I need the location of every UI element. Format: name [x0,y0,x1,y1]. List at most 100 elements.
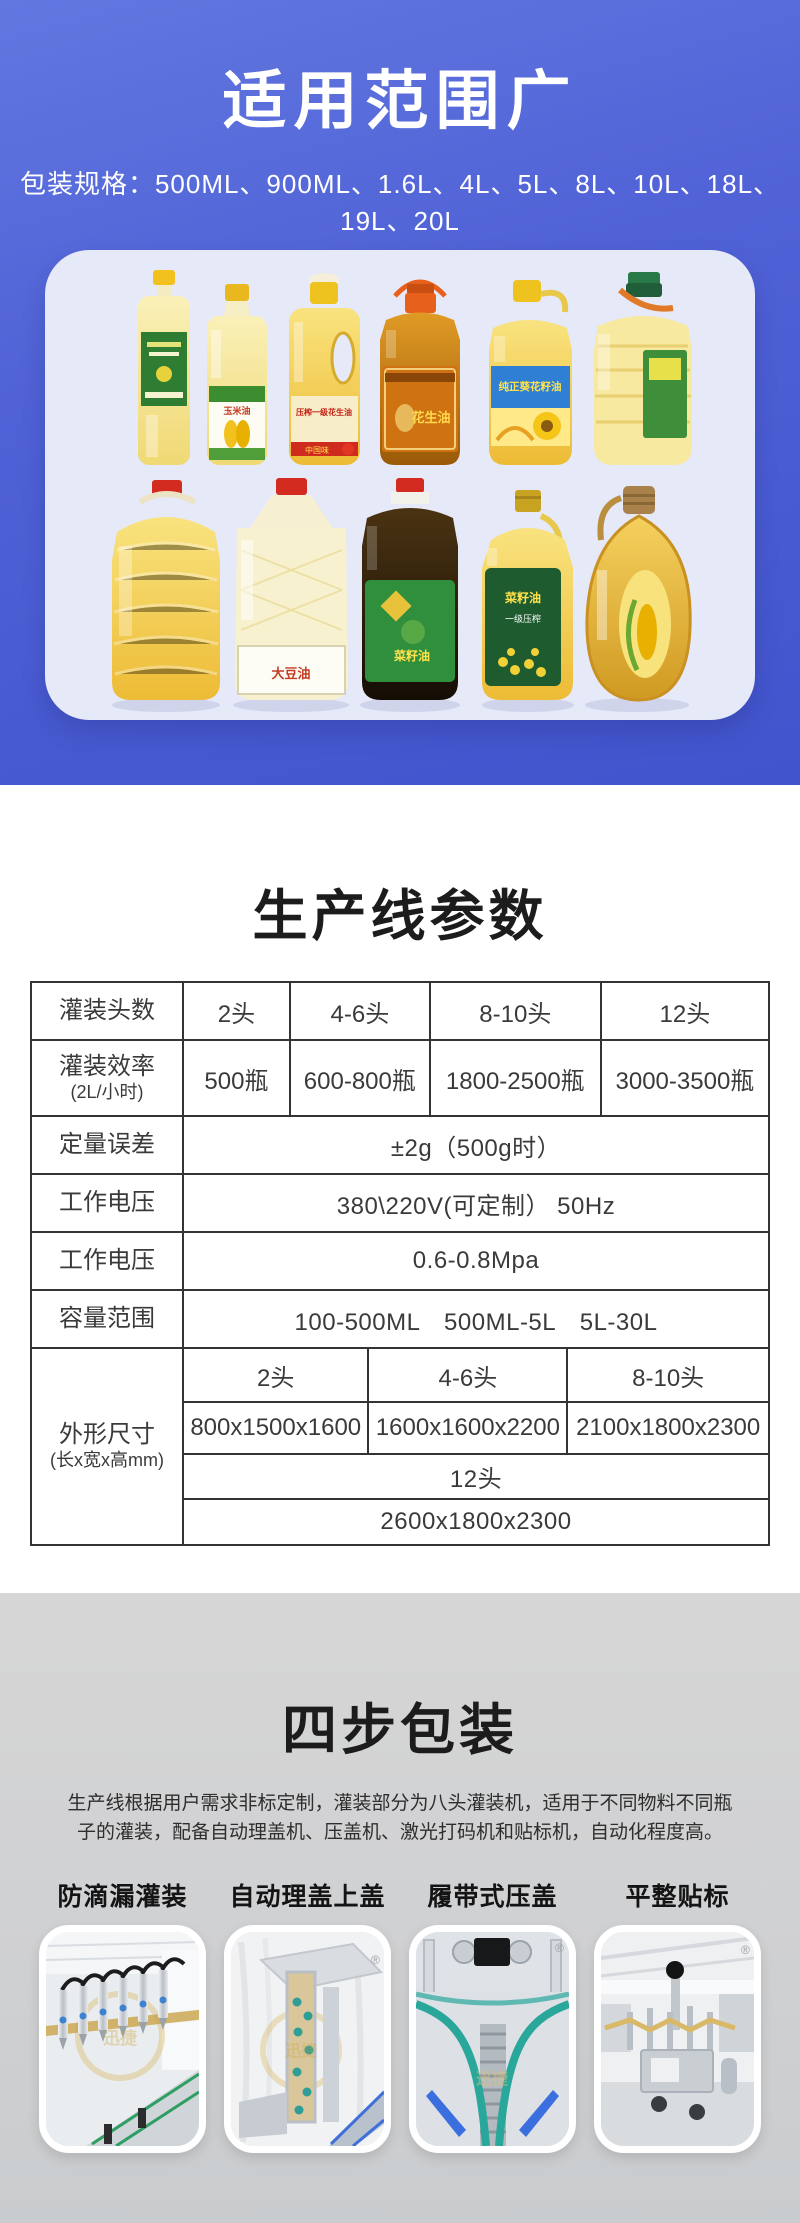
bottle-sunflower-oil-jug: 纯正葵花籽油 [489,280,572,465]
table-cell: 4-6头 [288,983,429,1039]
dims-value-extra-row: 2600x1800x2300 [184,1498,768,1544]
bottle-corn-oil: 玉米油 [207,284,267,465]
table-cell: 12头 [599,983,768,1039]
table-cell: 380\220V(可定制） 50Hz [182,1175,768,1231]
table-cell: 8-10头 [428,983,600,1039]
table-cell: 1600x1600x2200 [367,1403,566,1453]
page-title: 适用范围广 [222,65,578,137]
desc-line-2: 子的灌装，配备自动理盖机、压盖机、激光打码机和贴标机，自动化程度高。 [76,1822,723,1843]
table-cell: 600-800瓶 [288,1041,429,1115]
row-label: 外形尺寸 (长x宽x高mm) [32,1349,182,1544]
table-row-voltage: 工作电压 380\220V(可定制） 50Hz [32,1173,768,1231]
registered-mark: ® [555,1941,564,1955]
table-cell: 2头 [182,983,289,1039]
row-label-main: 灌装效率 [59,1052,155,1080]
photo-card: 迅捷 [39,1925,206,2153]
watermark-text: 迅捷 [285,2041,318,2060]
desc-line-1: 生产线根据用户需求非标定制，灌装部分为八头灌装机，适用于不同物料不同瓶 [67,1793,733,1814]
step-label: 履带式压盖 [427,1883,558,1911]
dims-head-row: 2头 4-6头 8-10头 [184,1349,768,1401]
table-cell: 500瓶 [182,1041,289,1115]
teal-guide-rail-icon [416,2000,490,2146]
row-label: 容量范围 [59,1304,155,1332]
table-cell: 100-500ML 500ML-5L 5L-30L [182,1291,768,1347]
oil-bottles-illustration: 玉米油 压榨一级花生油 中国味 [112,270,692,712]
bottle-bulk-oil-jug [112,480,220,712]
row-label: 工作电压 [59,1246,155,1274]
row-label: 灌装效率 (2L/小时) [32,1041,182,1115]
row-label-main: 外形尺寸 [59,1421,155,1449]
step-flat-labeling: 平整贴标 [594,1877,761,2153]
bottle-teardrop-corn [585,486,692,712]
step-track-capping: 履带式压盖 [409,1877,576,2153]
rapeseed-press-label-text: 菜籽油 [504,590,541,605]
photo-card: ® [594,1925,761,2153]
bottle-caps-icon [292,1997,314,2115]
table-cell: 2100x1800x2300 [566,1403,768,1453]
step-anti-drip-filling: 防滴漏灌装 [39,1877,206,2153]
bottle-gallery-panel: 玉米油 压榨一级花生油 中国味 [45,250,755,720]
parameters-section: 生产线参数 灌装头数 2头 4-6头 8-10头 12头 灌装效率 (2L/小时… [0,785,800,1593]
hero-section: 适用范围广 包装规格：500ML、900ML、1.6L、4L、5L、8L、10L… [0,0,800,785]
bottle-dark-rapeseed-jug: 菜籽油 [360,478,460,712]
registered-mark: ® [371,1953,380,1967]
watermark-text: 迅捷 [476,2069,509,2088]
spec-table: 灌装头数 2头 4-6头 8-10头 12头 灌装效率 (2L/小时) 500瓶… [30,981,770,1546]
dims-value-row: 800x1500x1600 1600x1600x2200 2100x1800x2… [184,1401,768,1453]
step-label: 平整贴标 [625,1883,730,1911]
table-cell: 1800-2500瓶 [428,1041,600,1115]
filling-machine-photo: 迅捷 [46,1932,199,2146]
bottle-rapeseed-press-jug: 菜籽油 一级压榨 [482,490,574,712]
label-web-icon [604,2017,736,2033]
table-row-heads: 灌装头数 2头 4-6头 8-10头 12头 [32,983,768,1039]
table-row-accuracy: 定量误差 ±2g（500g时） [32,1115,768,1173]
table-row-efficiency: 灌装效率 (2L/小时) 500瓶 600-800瓶 1800-2500瓶 30… [32,1039,768,1115]
table-row-dimensions: 外形尺寸 (长x宽x高mm) 2头 4-6头 8-10头 800x1500x16… [32,1347,768,1544]
packaging-steps: 防滴漏灌装 [0,1877,800,2153]
peanut-oil-label-text: 压榨一级花生油 [296,407,352,417]
rapeseed-press-sub-text: 一级压榨 [505,613,541,624]
photo-card: ® 迅捷 [409,1925,576,2153]
table-row-pressure: 工作电压 0.6-0.8Mpa [32,1231,768,1289]
adjust-knob-icon [666,1961,684,1979]
row-label: 工作电压 [59,1188,155,1216]
table-row-capacity: 容量范围 100-500ML 500ML-5L 5L-30L [32,1289,768,1347]
bottle-soybean-oil-jug: 大豆油 [233,478,349,712]
row-label: 灌装头数 [59,996,155,1024]
table-cell: 12头 [449,1466,503,1493]
labeling-machine-photo: ® [601,1932,754,2146]
row-label-sub: (长x宽x高mm) [50,1450,164,1471]
row-label: 定量误差 [59,1130,155,1158]
bottle-green-cap-jug [594,272,692,465]
table-cell: 3000-3500瓶 [599,1041,768,1115]
row-label-sub: (2L/小时) [70,1081,144,1102]
cap-sorter-photo: ® 迅捷 [231,1932,384,2146]
peanut-oil-jug-label-text: 花生油 [411,410,450,425]
soybean-oil-label-text: 大豆油 [271,666,310,681]
packaging-section: 四步包装 生产线根据用户需求非标定制，灌装部分为八头灌装机，适用于不同物料不同瓶… [0,1593,800,2223]
capping-motor-icon [474,1938,510,1966]
table-cell: 2600x1800x2300 [380,1508,572,1535]
bottle-peanut-oil-small: 压榨一级花生油 中国味 [289,273,360,465]
sunflower-oil-label-text: 纯正葵花籽油 [499,380,562,393]
bottle-rapeseed-oil-small [138,270,190,465]
table-cell: ±2g（500g时） [182,1117,768,1173]
corn-oil-label-text: 玉米油 [223,405,250,416]
step-auto-cap-sorting: 自动理盖上盖 [224,1877,391,2153]
step-label: 自动理盖上盖 [229,1883,386,1911]
watermark-text: 迅捷 [103,2028,138,2048]
peanut-oil-band-text: 中国味 [305,445,329,455]
packaging-title: 四步包装 [281,1699,518,1761]
table-cell: 4-6头 [367,1349,566,1401]
dimensions-subtable: 2头 4-6头 8-10头 800x1500x1600 1600x1600x22… [182,1349,768,1544]
packaging-description: 生产线根据用户需求非标定制，灌装部分为八头灌装机，适用于不同物料不同瓶 子的灌装… [65,1789,735,1847]
table-cell: 800x1500x1600 [190,1414,362,1441]
filling-nozzles-icon [58,1957,186,2050]
packing-spec-line: 包装规格：500ML、900ML、1.6L、4L、5L、8L、10L、18L、1… [19,169,781,236]
dims-head-extra-row: 12头 [184,1453,768,1498]
dark-rapeseed-label-text: 菜籽油 [393,648,430,663]
parameters-title: 生产线参数 [252,885,548,947]
bottle-peanut-oil-jug: 花生油 [380,279,460,465]
step-label: 防滴漏灌装 [57,1883,188,1911]
